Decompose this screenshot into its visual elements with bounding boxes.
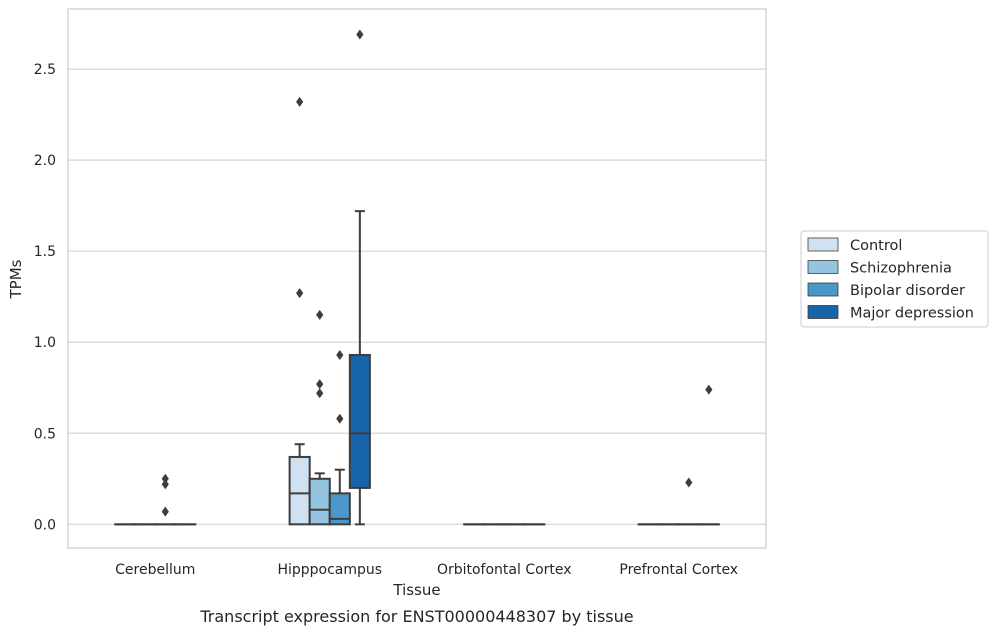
y-tick-label: 2.5	[34, 62, 56, 78]
box-major-depression	[348, 29, 371, 526]
y-tick-label: 0.0	[34, 517, 56, 533]
box-body	[348, 353, 371, 489]
outlier-point	[336, 349, 344, 360]
y-axis-label: TPMs	[7, 259, 25, 299]
outlier-point	[685, 477, 693, 488]
outlier-point	[356, 29, 364, 40]
legend-label: Control	[850, 238, 902, 254]
outlier-point	[316, 379, 324, 390]
y-tick-label: 0.5	[34, 426, 56, 442]
box-body	[308, 477, 331, 526]
box-bipolar-disorder	[677, 477, 700, 526]
y-tick-labels: 0.0 0.5 1.0 1.5 2.0 2.5	[34, 62, 56, 533]
chart-caption: Transcript expression for ENST0000044830…	[199, 607, 633, 626]
outlier-point	[316, 388, 324, 399]
legend-swatch	[807, 305, 839, 319]
outlier-point	[316, 309, 324, 320]
box-bipolar-disorder	[154, 473, 177, 526]
x-tick-label: Prefrontal Cortex	[619, 562, 738, 578]
box-major-depression	[697, 384, 720, 526]
outlier-point	[336, 413, 344, 424]
boxes-layer	[114, 29, 720, 526]
legend-label: Major depression	[850, 306, 974, 322]
legend: Control Schizophrenia Bipolar disorder Majo…	[800, 230, 989, 328]
box-body	[288, 455, 311, 526]
outlier-point	[161, 473, 169, 484]
outlier-point	[161, 506, 169, 517]
outlier-point	[296, 288, 304, 299]
y-tick-label: 1.0	[34, 335, 56, 351]
box-body	[328, 492, 351, 526]
gridlines	[68, 68, 766, 525]
legend-swatch	[807, 237, 839, 252]
outlier-point	[161, 479, 169, 490]
legend-swatch	[807, 260, 839, 274]
x-axis-label: Tissue	[392, 581, 440, 599]
legend-items: Control Schizophrenia Bipolar disorder Majo…	[807, 237, 974, 322]
outlier-point	[296, 96, 304, 107]
legend-frame	[800, 230, 989, 328]
plot-area-frame	[67, 8, 767, 549]
legend-label: Bipolar disorder	[850, 283, 965, 299]
box-control	[288, 96, 311, 526]
x-tick-label: Hipppocampus	[277, 562, 382, 578]
box-bipolar-disorder	[328, 349, 351, 526]
outlier-point	[705, 384, 713, 395]
box-schizophrenia	[308, 309, 331, 526]
y-tick-label: 1.5	[34, 244, 56, 260]
x-tick-label: Cerebellum	[115, 562, 195, 578]
x-tick-labels: Cerebellum Hipppocampus Orbitofontal Corte…	[115, 562, 738, 578]
x-tick-label: Orbitofontal Cortex	[437, 562, 572, 578]
legend-swatch	[807, 282, 839, 297]
legend-label: Schizophrenia	[850, 261, 952, 277]
y-tick-label: 2.0	[34, 153, 56, 169]
